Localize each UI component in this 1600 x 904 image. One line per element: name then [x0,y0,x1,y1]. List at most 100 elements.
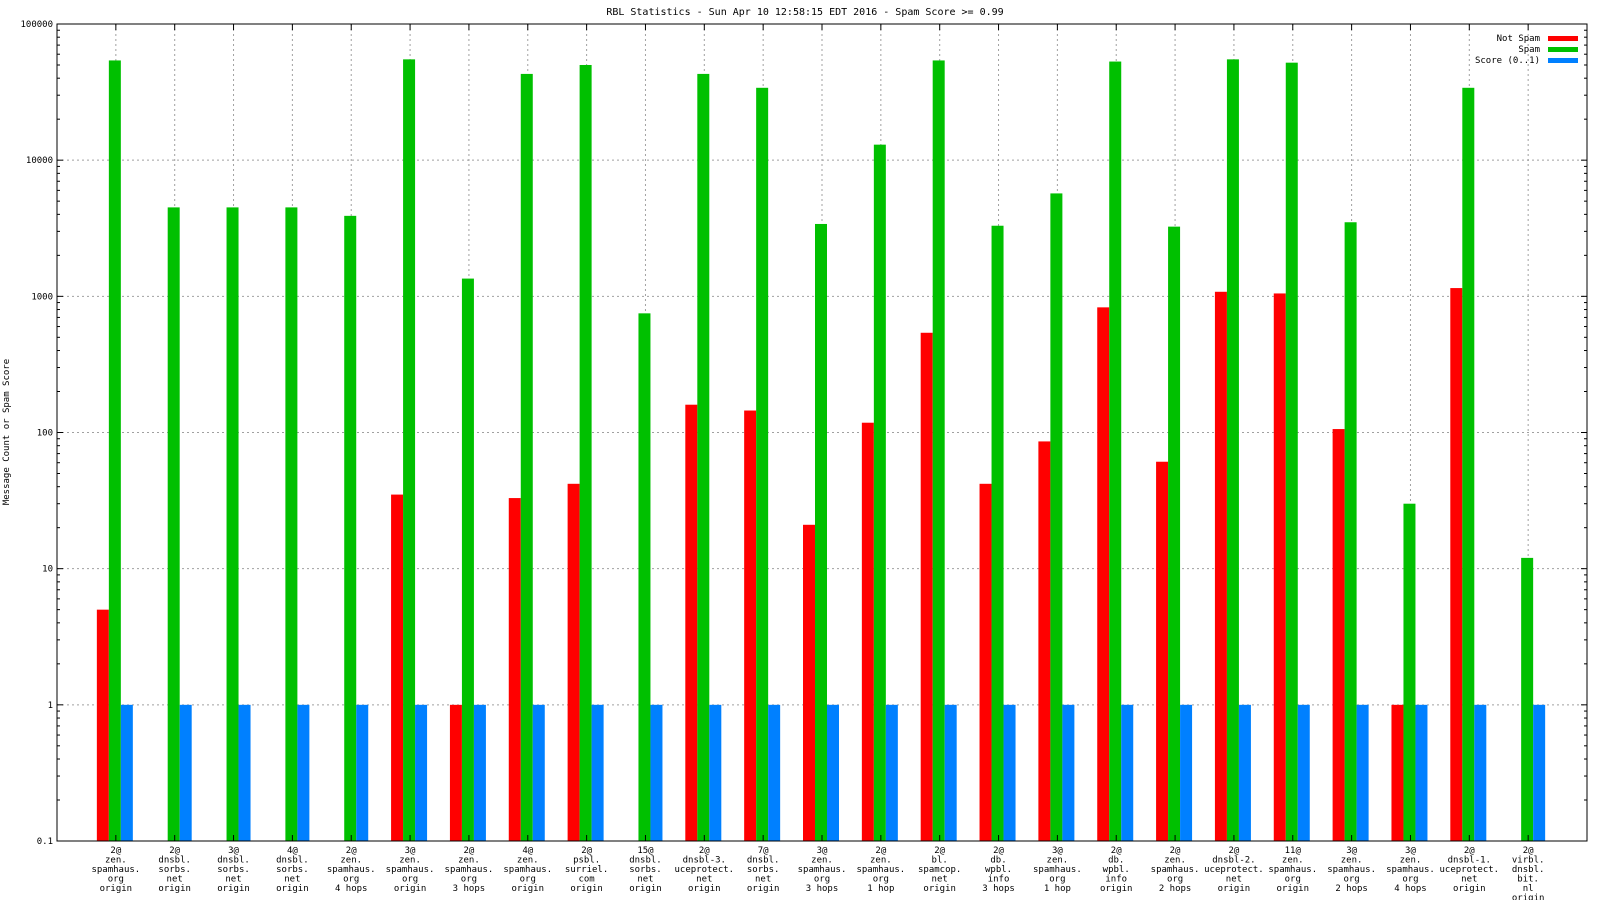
y-axis-ticks: 0.1 1 10 100 1000 10000 100000 [20,20,1587,847]
bar-score-0-1 [1180,704,1193,841]
x-category-label: dnsbl. [217,856,250,866]
bar-score-0-1 [1062,704,1075,841]
bar-not-spam [96,609,109,841]
x-category-label: spamhaus. [1268,865,1317,875]
x-category-label: sorbs. [276,865,309,875]
bar-not-spam [1273,293,1286,841]
bar-not-spam [567,483,580,841]
x-category-label: uceprotect. [1440,865,1500,875]
x-category-label: 4@ [522,846,533,856]
x-category-label: org [520,875,536,885]
x-category-label: origin [512,884,545,894]
y-tick-label: 10000 [26,156,53,166]
x-category-label: origin [1453,884,1486,894]
x-category-label: origin [100,884,133,894]
x-category-label: 2@ [993,846,1004,856]
x-category-label: 4 hops [335,884,368,894]
bar-spam [815,223,827,841]
x-category-label: bit. [1517,875,1539,885]
bar-not-spam [920,332,933,841]
x-category-label: org [1285,875,1301,885]
x-category-label: spamhaus. [1327,865,1376,875]
bar-score-0-1 [356,704,369,841]
x-category-label: 2 hops [1335,884,1368,894]
bar-spam [461,278,474,842]
x-category-label: 2 hops [1159,884,1192,894]
x-category-label: 3 hops [982,884,1015,894]
x-category-label: zen. [399,856,421,866]
bar-score-0-1 [1415,704,1428,841]
x-category-label: zen. [340,856,362,866]
bar-not-spam [1038,441,1051,841]
bar-not-spam [1097,307,1110,842]
x-category-label: origin [629,884,662,894]
x-category-label: dnsbl. [747,856,780,866]
bar-spam [1403,503,1416,841]
x-category-label: 3@ [817,846,828,856]
bar-score-0-1 [1474,704,1487,841]
x-category-label: 3@ [1346,846,1357,856]
bar-score-0-1 [415,704,428,841]
x-category-label: org [402,875,418,885]
bar-score-0-1 [650,704,663,841]
x-category-label: uceprotect. [1204,865,1264,875]
bar-spam [1109,61,1122,842]
x-category-label: origin [1218,884,1251,894]
x-category-label: zen. [1400,856,1422,866]
bar-score-0-1 [885,704,898,841]
x-category-label: dnsbl. [158,856,191,866]
bar-not-spam [803,524,815,841]
y-axis-label: Message Count or Spam Score [2,359,12,505]
x-category-label: net [696,875,712,885]
bar-not-spam [744,410,757,841]
bar-score-0-1 [591,704,604,841]
x-category-label: 7@ [758,846,769,856]
x-category-label: spamhaus. [503,865,552,875]
bar-spam [1462,87,1475,842]
x-category-label: origin [747,884,780,894]
x-category-label: uceprotect. [675,865,735,875]
x-category-label: sorbs. [217,865,250,875]
x-category-label: 4@ [287,846,298,856]
bar-spam [932,60,945,842]
bar-score-0-1 [473,704,486,841]
x-category-label: com [578,875,594,885]
bar-score-0-1 [1003,704,1016,841]
x-category-label: origin [1100,884,1133,894]
x-category-label: net [1226,875,1242,885]
x-category-label: 3@ [1052,846,1063,856]
bar-spam [403,59,416,842]
x-category-label: zen. [1047,856,1069,866]
x-category-label: 2@ [1170,846,1181,856]
bar-score-0-1 [827,704,839,841]
bar-spam [344,215,357,841]
bar-spam [520,73,533,842]
bar-not-spam [1214,291,1227,842]
x-category-label: net [932,875,948,885]
x-category-label: db. [990,856,1006,866]
bar-spam [108,60,121,842]
bar-score-0-1 [179,704,192,841]
y-tick-label: 1 [48,701,53,711]
x-category-label: zen. [105,856,127,866]
x-category-label: 4 hops [1394,884,1427,894]
x-category-label: org [1167,875,1183,885]
legend-swatch [1548,47,1578,52]
x-category-label: dnsbl. [1512,865,1545,875]
x-category-label: spamhaus. [386,865,435,875]
bar-spam [579,64,592,842]
bar-score-0-1 [1533,704,1546,841]
x-category-label: 3@ [1405,846,1416,856]
x-category-label: 2@ [699,846,710,856]
bar-score-0-1 [532,704,545,841]
x-category-label: zen. [517,856,539,866]
y-tick-label: 10 [42,565,53,575]
x-category-label: 2@ [1523,846,1534,856]
x-category-label: 15@ [637,846,654,856]
bar-not-spam [979,483,992,841]
x-category-label: 11@ [1285,846,1302,856]
x-category-label: info [1105,875,1127,885]
x-category-label: 3 hops [806,884,839,894]
x-category-label: zen. [458,856,480,866]
